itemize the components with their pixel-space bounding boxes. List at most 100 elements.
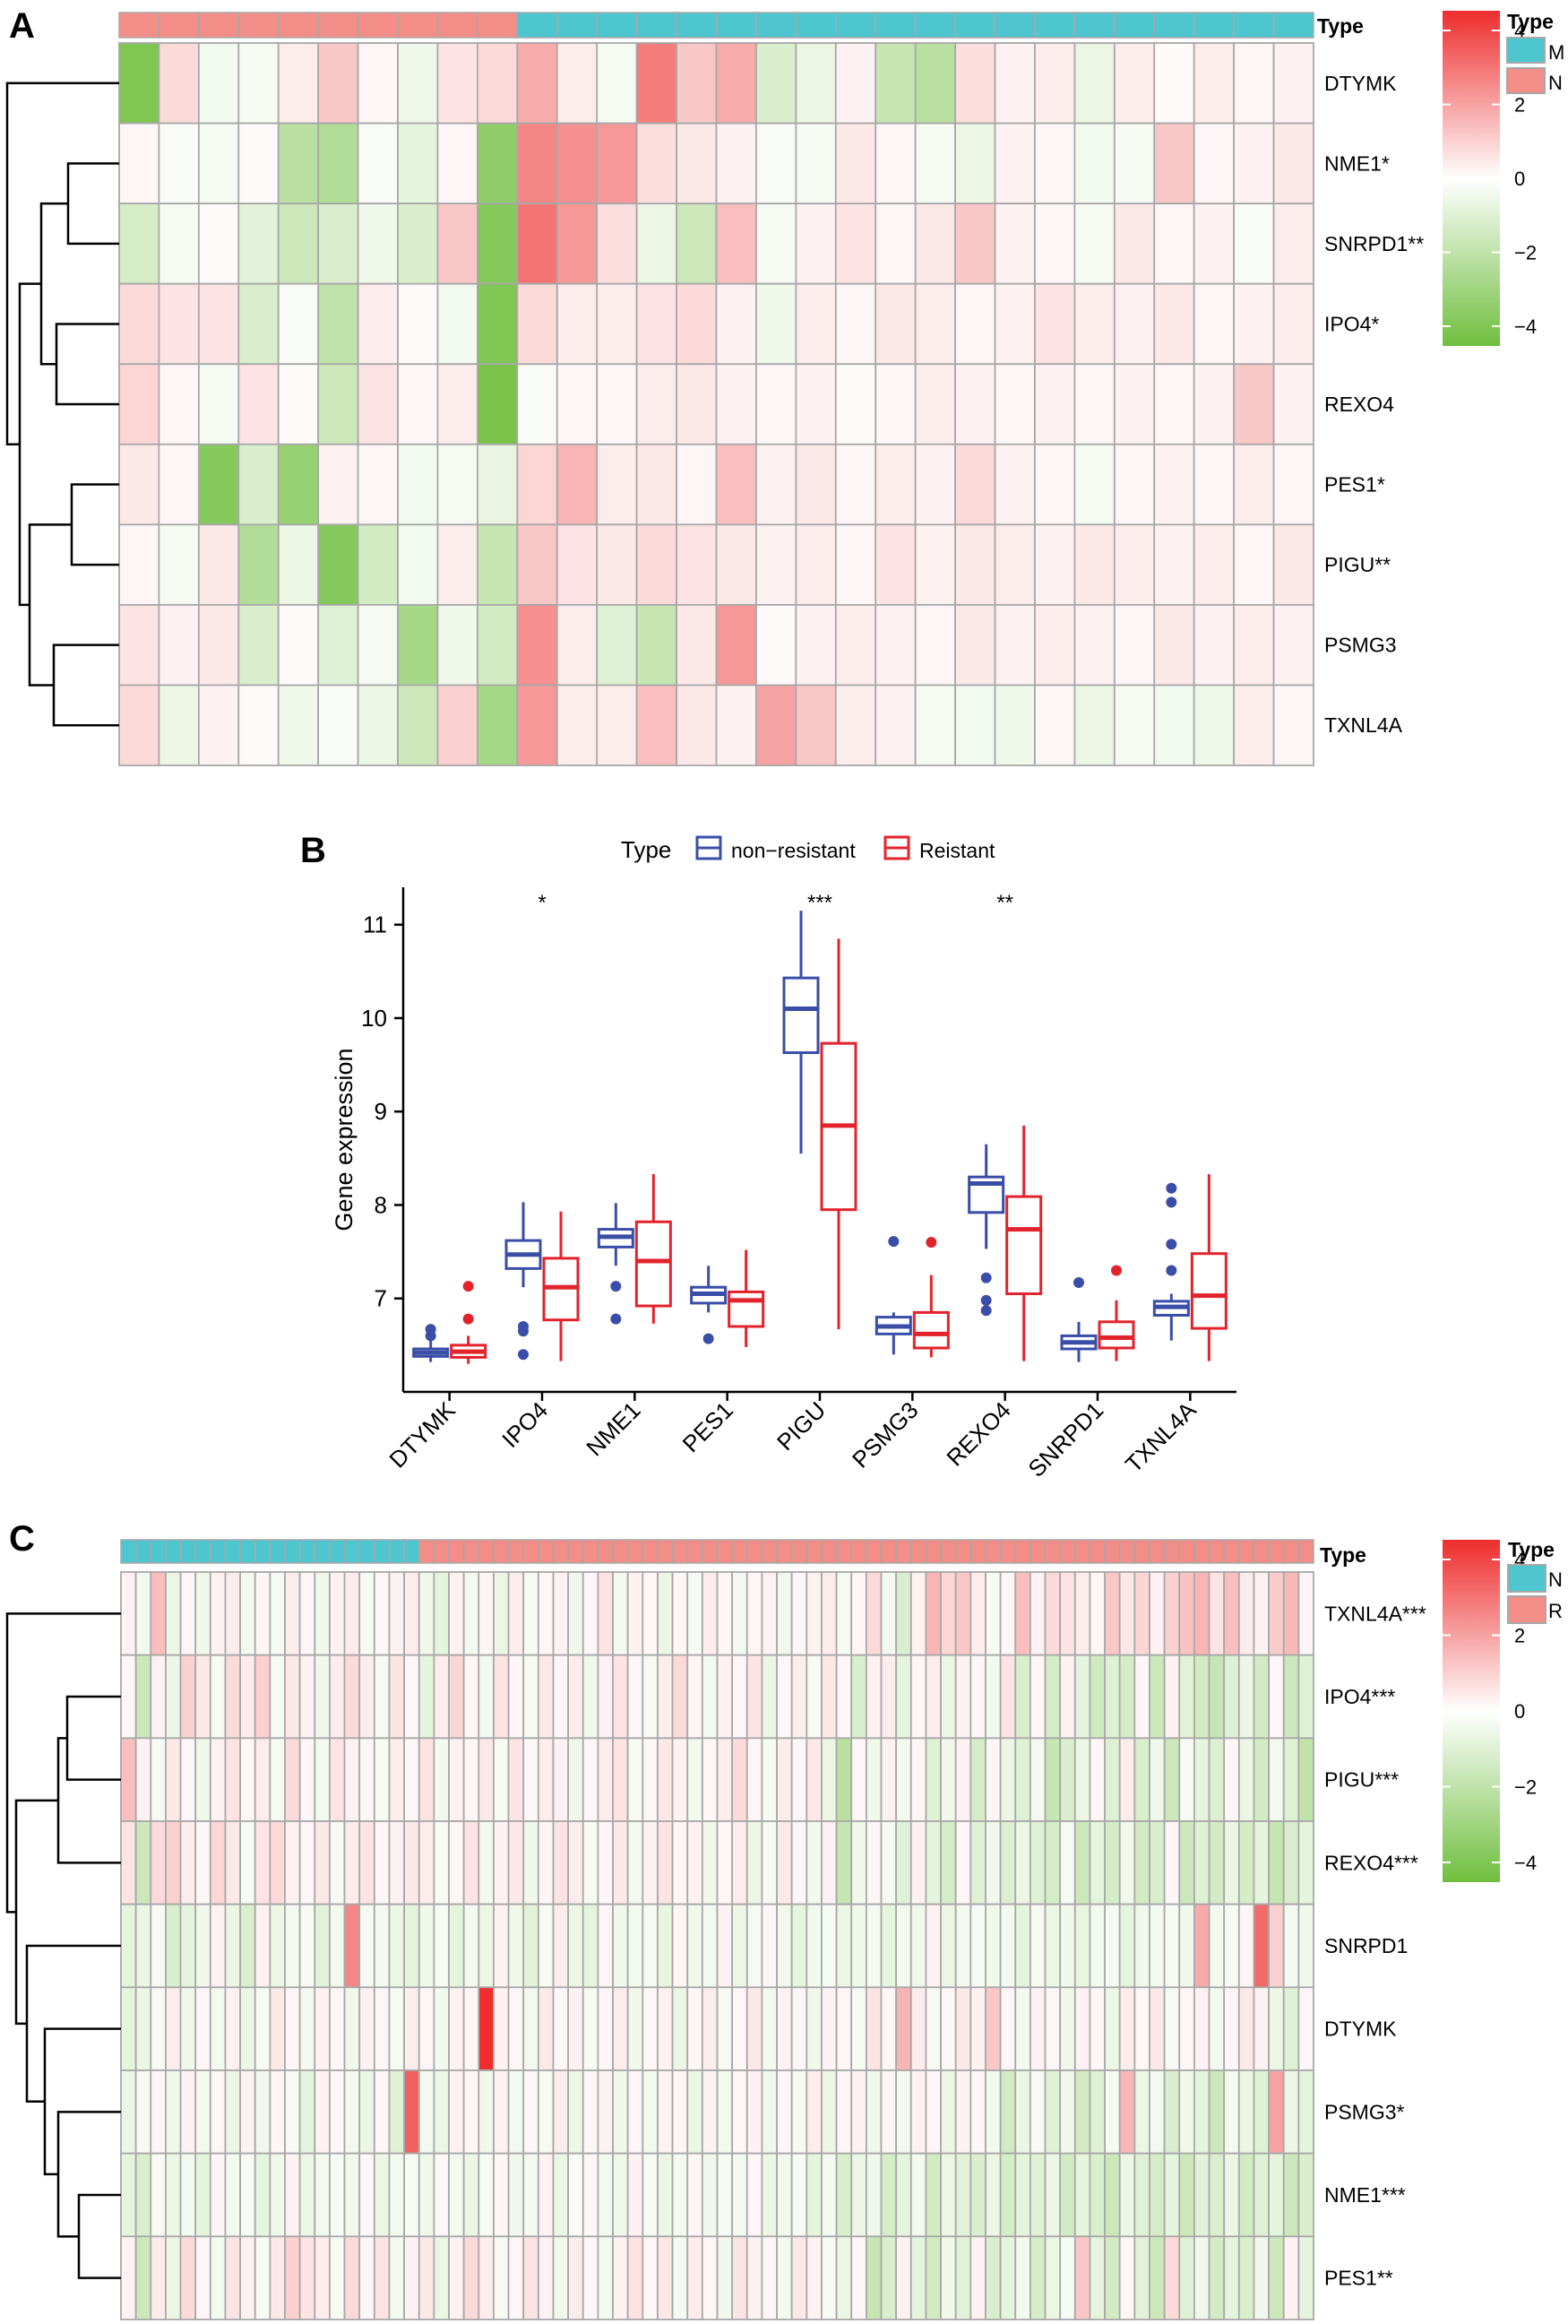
heatC-cell bbox=[1118, 1820, 1136, 1905]
heatC-cell bbox=[552, 2069, 570, 2155]
heatC-cell bbox=[1118, 1737, 1136, 1822]
heatA-cell bbox=[277, 443, 320, 526]
heatA-cell bbox=[1113, 122, 1156, 205]
heatC-cell bbox=[835, 2069, 853, 2155]
heatC-cell bbox=[790, 2069, 808, 2155]
heatA-cell bbox=[197, 282, 240, 366]
heatA-cell bbox=[1153, 282, 1195, 366]
heatC-cell bbox=[1253, 1820, 1270, 1905]
heatC-cell bbox=[134, 1903, 152, 1989]
heatC-cell bbox=[954, 1986, 972, 2071]
heatC-cell bbox=[358, 1571, 375, 1656]
heatC-cell bbox=[776, 2069, 793, 2155]
heatA-row-label: SNRPD1** bbox=[1324, 232, 1424, 255]
heatC-cell bbox=[1133, 2152, 1150, 2238]
heatA-cell bbox=[1193, 443, 1236, 526]
heatC-cell bbox=[567, 2069, 584, 2155]
heatC-cell bbox=[954, 1903, 972, 1989]
heatA-cell bbox=[715, 523, 757, 606]
heatC-cell bbox=[1178, 1903, 1195, 1989]
heatC-cell bbox=[462, 2069, 480, 2155]
heatC-cell bbox=[880, 2235, 898, 2320]
heatC-cell bbox=[537, 1737, 555, 1822]
heatA-row-label: PES1* bbox=[1324, 473, 1385, 497]
heatC-cell bbox=[462, 1820, 480, 1905]
heatA-cell bbox=[954, 603, 996, 687]
dendrogram-branch bbox=[77, 2193, 121, 2279]
heatA-cell bbox=[596, 42, 638, 125]
heatC-cell bbox=[626, 1571, 644, 1656]
heatC-scale-bar bbox=[1443, 1540, 1500, 1882]
heatC-cell bbox=[209, 1571, 227, 1656]
heatC-cell bbox=[358, 2152, 375, 2238]
heatC-type-cell bbox=[999, 1539, 1017, 1564]
heatC-cell bbox=[940, 1820, 957, 1905]
heatA-cell bbox=[834, 523, 877, 606]
heatC-cell bbox=[776, 2235, 793, 2320]
heatC-type-cell bbox=[790, 1539, 808, 1564]
heatC-cell bbox=[254, 2069, 271, 2155]
heatC-cell bbox=[373, 2152, 391, 2238]
heatA-cell bbox=[357, 122, 399, 205]
dendrogram-branch bbox=[25, 1944, 121, 2103]
heatC-cell bbox=[418, 1903, 435, 1989]
heatA-cell bbox=[715, 203, 757, 285]
heatA-cell bbox=[158, 523, 200, 606]
heatA-cell bbox=[676, 42, 718, 125]
heatC-cell bbox=[790, 2152, 808, 2238]
heatC-cell bbox=[657, 1737, 674, 1822]
heatC-cell bbox=[582, 2069, 599, 2155]
heatA-cell bbox=[197, 443, 240, 526]
heatA-cell bbox=[477, 443, 519, 526]
heatC-cell bbox=[179, 1571, 197, 1656]
heatC-cell bbox=[567, 1820, 584, 1905]
heatC-cell bbox=[835, 1903, 853, 1989]
heatC-cell bbox=[1118, 2152, 1136, 2238]
heatC-cell bbox=[642, 2235, 659, 2320]
heatC-cell bbox=[1208, 1986, 1226, 2071]
heatmap-a-type-legend: Type M N bbox=[1506, 10, 1564, 94]
heatC-cell bbox=[552, 2152, 570, 2238]
heatC-cell bbox=[790, 2235, 808, 2320]
heatA-cell bbox=[755, 42, 797, 125]
heatA-cell bbox=[914, 443, 957, 526]
heatA-type-cell bbox=[596, 12, 638, 39]
boxplot-b-significance-label: ** bbox=[996, 891, 1013, 915]
boxplot-b-outlier bbox=[425, 1324, 436, 1335]
heatA-cell bbox=[1073, 42, 1116, 125]
boxplot-b-y-tick-label: 10 bbox=[361, 1005, 387, 1032]
heatC-cell bbox=[1178, 1654, 1195, 1740]
heatC-cell bbox=[925, 2235, 942, 2320]
heatA-type-cell bbox=[1233, 12, 1275, 39]
heatA-cell bbox=[1113, 363, 1156, 445]
heatA-cell bbox=[317, 363, 359, 445]
heatC-cell bbox=[701, 1571, 719, 1656]
heatC-cell bbox=[626, 2152, 644, 2238]
heatC-cell bbox=[1089, 1986, 1106, 2071]
heatC-cell bbox=[462, 1986, 480, 2071]
heatC-cell bbox=[1282, 1903, 1300, 1989]
heatA-cell bbox=[755, 363, 797, 445]
heatC-cell bbox=[761, 1571, 778, 1656]
heatA-cell bbox=[118, 684, 160, 766]
heatC-type-cell bbox=[254, 1539, 271, 1564]
heatC-cell bbox=[686, 1571, 703, 1656]
panel-b-letter: B bbox=[300, 831, 326, 870]
heatC-cell bbox=[999, 1820, 1017, 1905]
heatC-cell bbox=[1029, 1737, 1047, 1822]
heatA-cell bbox=[635, 684, 677, 766]
heatC-cell bbox=[1223, 1571, 1240, 1656]
heatmap-c-type-legend-label-r: R bbox=[1548, 1600, 1563, 1622]
heatC-type-cell bbox=[1297, 1539, 1314, 1564]
dendrogram-branch bbox=[28, 523, 72, 687]
heatC-cell bbox=[1237, 2152, 1255, 2238]
heatC-cell bbox=[1059, 1986, 1076, 2071]
heatC-cell bbox=[1178, 2069, 1195, 2155]
heatC-cell bbox=[254, 1903, 271, 1989]
heatC-cell bbox=[999, 2069, 1017, 2155]
heatC-cell bbox=[1133, 1737, 1150, 1822]
heatA-cell bbox=[1073, 523, 1116, 606]
heatmap-a-type-legend-title: Type bbox=[1507, 10, 1554, 33]
heatC-type-cell bbox=[567, 1539, 584, 1564]
heatC-cell bbox=[895, 2152, 912, 2238]
